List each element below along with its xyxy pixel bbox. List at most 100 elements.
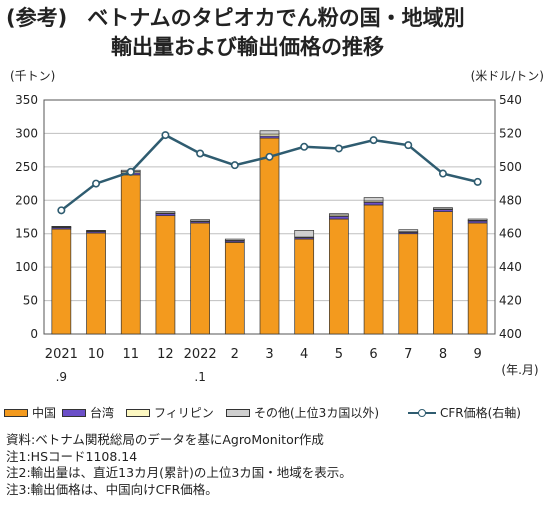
legend-label-cfr: CFR価格(右軸) <box>440 406 521 420</box>
x-tick-label: 8 <box>439 347 447 362</box>
title-tag: (参考) <box>6 6 68 30</box>
legend-swatch-others <box>226 408 250 417</box>
legend-item-china: 中国 <box>4 404 56 421</box>
bar-segment <box>467 218 488 221</box>
bar-segment <box>86 232 106 335</box>
legend-label-taiwan: 台湾 <box>90 406 115 420</box>
x-tick-sublabel: .1 <box>194 370 205 384</box>
x-tick-label: 2022 <box>184 347 217 362</box>
legend: 中国 台湾 フィリピン その他(上位3カ国以外) CFR価格(右軸) <box>0 404 547 420</box>
cfr-price-point <box>334 144 343 153</box>
legend-swatch-philippines <box>126 408 150 417</box>
cfr-price-point <box>369 136 378 145</box>
legend-item-philippines: フィリピン <box>126 404 214 421</box>
left-tick-label: 250 <box>15 160 38 174</box>
x-tick-label: 11 <box>122 347 139 362</box>
right-tick-label: 420 <box>499 294 522 308</box>
right-tick-label: 480 <box>499 193 522 207</box>
left-tick-label: 200 <box>15 193 38 207</box>
x-tick-label: 2 <box>231 347 239 362</box>
bar-segment <box>329 215 349 220</box>
x-tick-label: 5 <box>335 347 343 362</box>
legend-line-cfr <box>408 408 436 418</box>
title-line2: 輸出量および輸出価格の推移 <box>111 35 384 59</box>
bar-segment <box>363 201 384 206</box>
bar-segment <box>398 233 419 335</box>
note-source: 資料:ベトナム関税総局のデータを基にAgroMonitor作成 <box>6 432 324 447</box>
right-tick-label: 540 <box>499 93 522 107</box>
left-tick-label: 50 <box>23 294 38 308</box>
right-tick-label: 440 <box>499 260 522 274</box>
note-1: 注1:HSコード1108.14 <box>6 448 138 464</box>
chart-title: (参考) ベトナムのタピオカでん粉の国・地域別 輸出量および輸出価格の推移 <box>6 4 546 62</box>
bar-segment <box>329 213 349 216</box>
bar-segment <box>190 222 210 335</box>
notes: 資料:ベトナム関税総局のデータを基にAgroMonitor作成 注1:HSコード… <box>6 432 352 498</box>
x-tick-label: 6 <box>369 347 377 362</box>
bar-segment <box>467 222 488 335</box>
bar-segment <box>190 219 210 222</box>
bar-segment <box>363 197 384 202</box>
left-tick-label: 300 <box>15 126 38 140</box>
left-tick-label: 350 <box>15 93 38 107</box>
left-tick-label: 100 <box>15 260 38 274</box>
bar-segment <box>51 226 72 228</box>
cfr-price-point <box>438 169 447 178</box>
x-tick-label: 4 <box>300 347 308 362</box>
bar-segment <box>86 230 106 232</box>
right-tick-label: 460 <box>499 227 522 241</box>
x-tick-label: 12 <box>157 347 174 362</box>
x-unit-label: (年.月) <box>501 363 538 377</box>
left-axis-label: (千トン) <box>10 69 55 83</box>
right-tick-label: 400 <box>499 327 522 341</box>
cfr-price-point <box>126 167 135 176</box>
x-tick-label: 2021 <box>45 347 78 362</box>
legend-item-others: その他(上位3カ国以外) <box>226 404 379 421</box>
bar-segment <box>155 215 176 335</box>
cfr-price-point <box>265 152 274 161</box>
bar-segment <box>433 207 453 210</box>
bar-segment <box>224 238 245 241</box>
x-tick-label: 9 <box>474 347 482 362</box>
cfr-price-point <box>92 179 101 188</box>
legend-label-china: 中国 <box>32 406 57 420</box>
x-tick-label: 10 <box>88 347 105 362</box>
left-tick-label: 150 <box>15 227 38 241</box>
left-tick-label: 0 <box>30 327 38 341</box>
legend-item-cfr: CFR価格(右軸) <box>408 404 521 421</box>
bar-segment <box>398 229 419 233</box>
legend-item-taiwan: 台湾 <box>62 404 114 421</box>
cfr-price-point <box>230 161 239 170</box>
cfr-price-point <box>300 142 309 151</box>
x-tick-label: 3 <box>265 347 273 362</box>
title-line1: ベトナムのタピオカでん粉の国・地域別 <box>87 6 465 30</box>
bar-segment <box>224 242 245 335</box>
legend-label-philippines: フィリピン <box>154 406 214 420</box>
cfr-price-point <box>404 141 413 150</box>
bar-segment <box>363 204 384 335</box>
cfr-price-point <box>196 149 205 158</box>
cfr-price-point <box>57 206 66 215</box>
bar-segment <box>329 218 349 335</box>
note-2: 注2:輸出量は、直近13カ月(累計)の上位3カ国・地域を表示。 <box>6 465 352 480</box>
cfr-price-point <box>473 177 482 186</box>
right-tick-label: 500 <box>499 160 522 174</box>
bar-segment <box>155 211 176 214</box>
bar-segment <box>120 174 141 335</box>
bar-segment <box>294 238 315 335</box>
bar-segment <box>259 137 280 335</box>
legend-swatch-china <box>4 408 28 417</box>
cfr-price-point <box>161 131 170 140</box>
bar-segment <box>51 228 72 335</box>
note-3: 注3:輸出価格は、中国向けCFR価格。 <box>6 481 218 497</box>
legend-label-others: その他(上位3カ国以外) <box>254 406 379 420</box>
legend-swatch-taiwan <box>62 408 86 417</box>
bar-segment <box>294 230 315 238</box>
bar-segment <box>433 211 453 335</box>
right-axis-label: (米ドル/トン) <box>471 69 544 83</box>
bar-segment <box>259 130 280 135</box>
right-tick-label: 520 <box>499 126 522 140</box>
x-tick-sublabel: .9 <box>56 370 67 384</box>
x-tick-label: 7 <box>404 347 412 362</box>
chart-svg: 0 50 100 150 200 250 300 350 400 420 440 460 480 500 5… <box>10 69 544 384</box>
